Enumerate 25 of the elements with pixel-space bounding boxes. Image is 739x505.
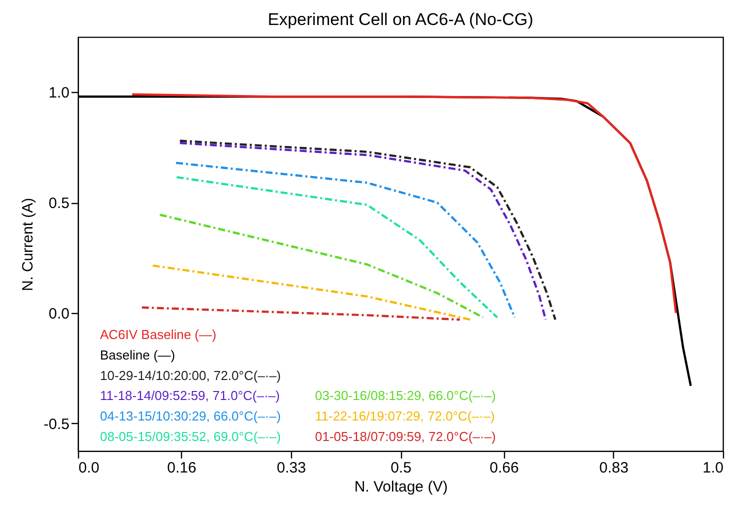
text: 11-22-16/19:07:29, 72.0°C(–·–)	[315, 408, 495, 424]
y-tick-label: 1.0	[48, 84, 70, 102]
text: 04-13-15/10:30:29, 66.0°C(–·–)	[100, 408, 281, 424]
x-tick-label: 0.16	[167, 460, 196, 476]
text: AC6IV Baseline (—)	[100, 327, 216, 342]
text: 10-29-14/10:20:00, 72.0°C(–·–)	[100, 368, 281, 383]
y-tick-label: 0.0	[48, 306, 70, 322]
text: Baseline (—)	[100, 347, 176, 362]
y-tick-label: 0.5	[48, 195, 70, 212]
y-axis-title: N. Current (A)	[20, 198, 37, 292]
x-tick-label: 0.5	[390, 460, 412, 476]
x-axis-title: N. Voltage (V)	[354, 478, 448, 496]
text: 01-05-18/07:09:59, 72.0°C(–·–)	[315, 429, 496, 444]
x-tick-label: 1.0	[702, 460, 724, 476]
chart-title: Experiment Cell on AC6-A (No-CG)	[268, 10, 534, 29]
y-tick-label: -0.5	[44, 416, 70, 433]
x-tick-label: 0.0	[78, 460, 100, 476]
x-tick-label: 0.66	[490, 460, 519, 476]
line-series	[158, 214, 484, 319]
x-tick-label: 0.83	[599, 460, 628, 476]
x-tick-label: 0.33	[276, 460, 306, 476]
text: 08-05-15/09:35:52, 69.0°C(–·–)	[100, 429, 281, 444]
text: 03-30-16/08:15:29, 66.0°C(–·–)	[315, 388, 496, 404]
text: 11-18-14/09:52:59, 71.0°C(–·–)	[100, 388, 280, 404]
line-series	[131, 93, 678, 314]
